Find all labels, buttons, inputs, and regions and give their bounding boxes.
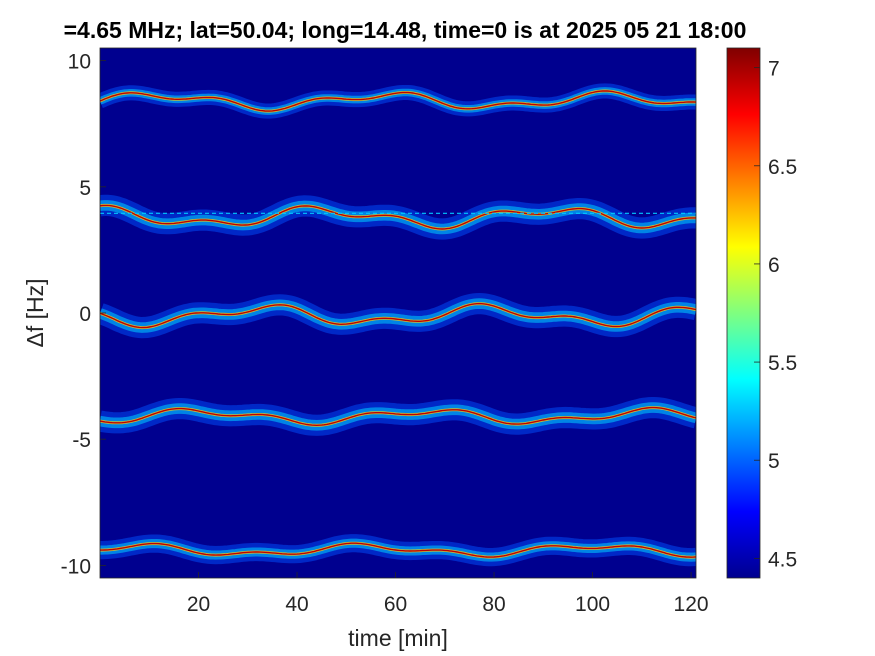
trace-3 — [100, 292, 696, 339]
x-tick-label: 20 — [187, 593, 210, 616]
colorbar-tick-label: 7 — [768, 58, 780, 81]
y-tick-label: 0 — [79, 303, 91, 326]
colorbar-tick-label: 4.5 — [768, 548, 797, 571]
trace-core — [100, 204, 696, 230]
trace-core — [100, 542, 696, 558]
spectral-traces — [100, 83, 696, 567]
trace-core — [100, 90, 696, 112]
colorbar-tick-label: 5.5 — [768, 352, 797, 375]
x-tick-label: 80 — [482, 593, 505, 616]
colorbar-tick-label: 6 — [768, 254, 780, 277]
colorbar-tick-label: 5 — [768, 450, 780, 473]
x-tick-label: 60 — [384, 593, 407, 616]
chart-title: =4.65 MHz; lat=50.04; long=14.48, time=0… — [64, 17, 747, 43]
x-axis: 20 40 60 80 100 120 — [187, 572, 709, 616]
y-tick-label: 10 — [68, 51, 91, 74]
y-tick-label: -5 — [72, 429, 91, 452]
trace-2 — [100, 194, 696, 240]
x-tick-label: 120 — [674, 593, 709, 616]
trace-core — [100, 406, 696, 427]
colorbar — [726, 47, 761, 579]
y-axis: 10 5 0 -5 -10 — [61, 51, 106, 578]
colorbar-ticks: 4.5 5 5.5 6 6.5 7 — [754, 58, 797, 571]
y-tick-label: -10 — [61, 555, 91, 578]
trace-5 — [100, 534, 696, 567]
trace-4 — [100, 397, 696, 436]
y-axis-label: Δf [Hz] — [22, 278, 48, 347]
x-tick-label: 100 — [575, 593, 610, 616]
x-tick-label: 40 — [285, 593, 308, 616]
y-tick-label: 5 — [79, 177, 91, 200]
trace-core — [100, 302, 696, 329]
x-axis-label: time [min] — [348, 625, 448, 651]
colorbar-tick-label: 6.5 — [768, 156, 797, 179]
trace-1 — [100, 83, 696, 119]
